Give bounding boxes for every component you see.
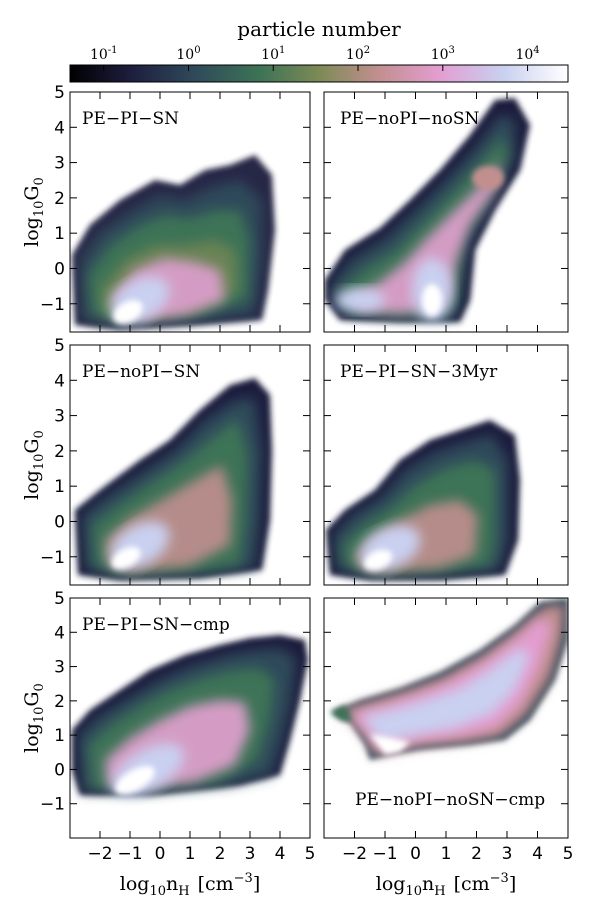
x-tick-label: 3	[502, 844, 513, 864]
panel-title: PE−PI−SN−3Myr	[340, 362, 498, 382]
xlabel-left: log10nH [cm−3]	[120, 871, 261, 899]
x-tick-label: 1	[185, 844, 196, 864]
x-tick-label: −1	[117, 844, 142, 864]
y-tick-label: 2	[54, 442, 65, 462]
y-tick-label: −1	[40, 795, 65, 815]
svg-text:log10nH[cm−3]: log10nH [cm−3]	[120, 871, 261, 899]
y-tick-label: 3	[54, 407, 65, 427]
colorbar-title: particle number	[237, 17, 401, 41]
x-tick-label: 1	[441, 844, 452, 864]
y-tick-label: 5	[54, 83, 65, 103]
y-tick-label: 5	[54, 589, 65, 609]
x-tick-label: 2	[215, 844, 226, 864]
panel-title: PE−noPI−SN	[82, 362, 200, 382]
y-tick-label: 4	[54, 371, 65, 391]
x-tick-label: −1	[372, 844, 397, 864]
y-tick-label: 1	[54, 477, 65, 497]
svg-text:log10G0: log10G0	[21, 177, 47, 247]
y-tick-label: 0	[54, 512, 65, 532]
y-tick-label: 3	[54, 658, 65, 678]
y-tick-label: −1	[40, 295, 65, 315]
y-tick-label: 0	[54, 760, 65, 780]
x-tick-label: 5	[563, 844, 574, 864]
svg-text:log10G0: log10G0	[21, 683, 47, 753]
y-tick-label: 1	[54, 726, 65, 746]
colorbar-tick-label: 104	[515, 45, 539, 63]
x-tick-label: 0	[410, 844, 421, 864]
panel-pe-nopi-sn: PE−noPI−SN	[69, 344, 311, 586]
colorbar-gradient	[69, 64, 569, 83]
y-tick-label: 1	[54, 224, 65, 244]
colorbar-tick-label: 101	[261, 45, 285, 63]
y-tick-label: −1	[40, 548, 65, 568]
y-tick-label: 2	[54, 692, 65, 712]
ylabel-bottom: log10G0	[21, 683, 47, 753]
panel-title: PE−PI−SN	[82, 109, 179, 129]
colorbar: particle number 10-1 100 101 102 103 104	[69, 17, 569, 83]
xlabel-right: log10nH [cm−3]	[376, 871, 517, 899]
x-tick-label: 4	[275, 844, 286, 864]
colorbar-tick-label: 10-1	[90, 45, 118, 63]
ylabel-mid: log10G0	[21, 430, 47, 500]
panel-title: PE−PI−SN−cmp	[82, 615, 230, 635]
svg-text:log10G0: log10G0	[21, 430, 47, 500]
panel-pe-pi-sn: PE−PI−SN	[69, 91, 311, 333]
x-tick-label: −2	[342, 844, 367, 864]
panel-pe-pi-sn-cmp: PE−PI−SN−cmp	[69, 597, 311, 839]
y-tick-label: 3	[54, 154, 65, 174]
x-tick-label: 4	[532, 844, 543, 864]
colorbar-ticks: 10-1 100 101 102 103 104	[90, 45, 540, 71]
x-tick-label: −2	[87, 844, 112, 864]
x-tick-label: 3	[245, 844, 256, 864]
y-tick-label: 0	[54, 259, 65, 279]
y-tick-label: 4	[54, 118, 65, 138]
y-tick-label: 5	[54, 336, 65, 356]
x-tick-label: 2	[471, 844, 482, 864]
panel-pe-pi-sn-3myr: PE−PI−SN−3Myr	[323, 344, 569, 586]
y-tick-label: 4	[54, 623, 65, 643]
ylabel-top: log10G0	[21, 177, 47, 247]
colorbar-tick-label: 102	[346, 45, 370, 63]
colorbar-tick-label: 100	[176, 45, 200, 63]
panel-pe-nopi-nosn: PE−noPI−noSN	[323, 91, 569, 333]
panel-pe-nopi-nosn-cmp: PE−noPI−noSN−cmp	[323, 597, 569, 839]
svg-text:log10nH[cm−3]: log10nH [cm−3]	[376, 871, 517, 899]
colorbar-tick-label: 103	[431, 45, 455, 63]
x-tick-label: 5	[305, 844, 316, 864]
x-tick-label: 0	[155, 844, 166, 864]
panel-title: PE−noPI−noSN−cmp	[355, 790, 545, 810]
y-tick-label: 2	[54, 189, 65, 209]
panel-title: PE−noPI−noSN	[340, 109, 480, 129]
